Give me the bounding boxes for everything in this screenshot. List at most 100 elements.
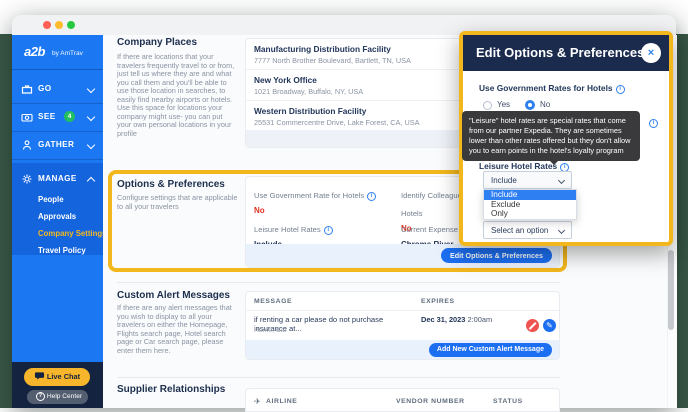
close-icon[interactable]: × [641,43,661,63]
sidebar-item-see[interactable]: SEE 4 [12,103,103,132]
minimize-window-button[interactable] [55,21,63,29]
field-value: No [401,224,412,233]
brand-logo-text: a2b [24,44,45,59]
window-titlebar [12,15,676,35]
close-window-button[interactable] [43,21,51,29]
expires-time: 2:00am [467,315,493,324]
gov-rates-label-text: Use Government Rates for Hotels [479,83,613,93]
place-address: 7777 North Brother Boulevard, Bartlett, … [254,56,411,65]
help-center-label: Help Center [46,393,83,400]
place-row: New York Office 1021 Broadway, Buffalo, … [246,70,559,101]
modal-title: Edit Options & Preferences [476,45,645,60]
section-title-supplier: Supplier Relationships [117,384,226,395]
camera-icon [21,113,33,122]
edit-alert-icon[interactable]: ✎ [543,319,556,332]
chevron-down-icon [86,84,96,94]
live-chat-button[interactable]: Live Chat [24,368,90,386]
dropdown-option-include[interactable]: Include [484,190,576,200]
place-row: Manufacturing Distribution Facility 7777… [246,39,559,70]
chat-bubble-icon [34,372,44,380]
radio-no-label: No [540,100,551,109]
expires-date: Dec 31, 2023 [421,315,466,324]
field-gov-rate: Use Government Rate for Hotels i No [254,185,384,215]
place-address: 1021 Broadway, Buffalo, NY, USA [254,87,364,96]
field-identify-colleagues: Identify Colleagues at Hotels No [401,185,481,233]
field-label: Use Government Rate for Hotels [254,191,365,200]
add-alert-button[interactable]: Add New Custom Alert Message [428,343,552,357]
table-row: if renting a car please do not purchase … [246,311,559,342]
chevron-down-icon [86,140,96,150]
sidebar-item-travel-policy[interactable]: Travel Policy [38,246,86,255]
manage-section: MANAGE People Approvals Company Settings… [12,163,103,255]
field-label: Identify Colleagues at Hotels [401,191,475,218]
supplier-card: ✈ AIRLINE VENDOR NUMBER STATUS [245,388,560,412]
info-icon[interactable]: i [615,85,625,94]
info-icon[interactable]: i [367,192,377,201]
sidebar-item-label: MANAGE [38,174,77,183]
scrollbar-thumb[interactable] [668,250,674,330]
sidebar: a2b by AmTrav GO SEE 4 GATHER MANAGE [12,35,103,408]
dropdown-option-only[interactable]: Only [491,209,508,219]
sidebar-item-approvals[interactable]: Approvals [38,212,77,221]
info-icon[interactable]: i [323,226,333,235]
column-header-expires: EXPIRES [421,298,455,305]
chevron-down-icon [557,176,566,185]
sidebar-item-manage[interactable]: MANAGE [12,165,103,193]
place-address: 25531 Commercentre Drive, Lake Forest, C… [254,118,420,127]
question-icon: ? [35,392,45,401]
section-title-custom-alerts: Custom Alert Messages [117,290,230,301]
people-icon [22,140,32,150]
help-center-button[interactable]: ? Help Center [27,390,88,404]
tooltip-arrow [550,161,558,166]
gov-rates-label: Use Government Rates for Hotels i [479,83,625,94]
logo: a2b by AmTrav [12,35,103,70]
section-title-options: Options & Preferences [117,179,225,190]
modal-header: Edit Options & Preferences × [463,35,669,71]
alert-message: if renting a car please do not purchase … [254,315,384,333]
divider [117,282,560,283]
place-name: Western Distribution Facility [254,106,367,116]
airline-icon: ✈ [254,397,261,406]
field-value: No [254,206,265,215]
section-description: If there are locations that your travele… [117,52,235,138]
sidebar-footer: Live Chat ? Help Center [12,362,103,408]
secondary-select[interactable]: Select an option [483,221,572,239]
leisure-rates-tooltip: "Leisure" hotel rates are special rates … [462,111,640,166]
custom-alerts-card: MESSAGE EXPIRES if renting a car please … [245,291,560,360]
radio-yes-label: Yes [497,100,511,109]
field-label: Current Expense Tool [401,225,474,234]
sidebar-item-go[interactable]: GO [12,75,103,104]
leisure-select-value: Include [491,176,517,185]
leisure-select[interactable]: Include [483,171,572,189]
info-icon[interactable]: i [649,119,658,128]
live-chat-label: Live Chat [46,372,81,381]
table-header-row: MESSAGE EXPIRES [246,292,559,311]
sidebar-item-gather[interactable]: GATHER [12,131,103,160]
chevron-up-icon [86,176,96,186]
sidebar-item-label: GATHER [38,140,75,149]
notification-badge: 4 [64,111,75,122]
secondary-select-placeholder: Select an option [491,226,549,235]
sidebar-item-label: GO [38,84,52,93]
alert-tags: Home, Car [254,327,287,334]
chevron-down-icon [557,226,566,235]
alert-expires: Dec 31, 2023 2:00am [421,315,492,324]
brand-byline: by AmTrav [52,50,83,57]
radio-no[interactable] [525,100,535,110]
radio-yes[interactable] [483,101,492,110]
divider [117,377,560,378]
dropdown-option-exclude[interactable]: Exclude [491,199,521,209]
leisure-dropdown: Include Exclude Only [483,189,577,220]
leisure-label-text: Leisure Hotel Rates [479,161,558,171]
column-header-message: MESSAGE [254,298,293,305]
delete-alert-icon[interactable] [526,319,539,332]
column-header-status: STATUS [493,398,523,405]
section-description: If there are any alert messages that you… [117,303,232,355]
sidebar-item-company-settings[interactable]: Company Settings [38,229,103,238]
slash-mark [528,321,537,330]
zoom-window-button[interactable] [67,21,75,29]
edit-options-button[interactable]: Edit Options & Preferences [440,248,552,263]
card-footer: Add New Custom Alert Message [246,340,559,359]
sidebar-item-people[interactable]: People [38,195,64,204]
section-title-company-places: Company Places [117,37,198,48]
